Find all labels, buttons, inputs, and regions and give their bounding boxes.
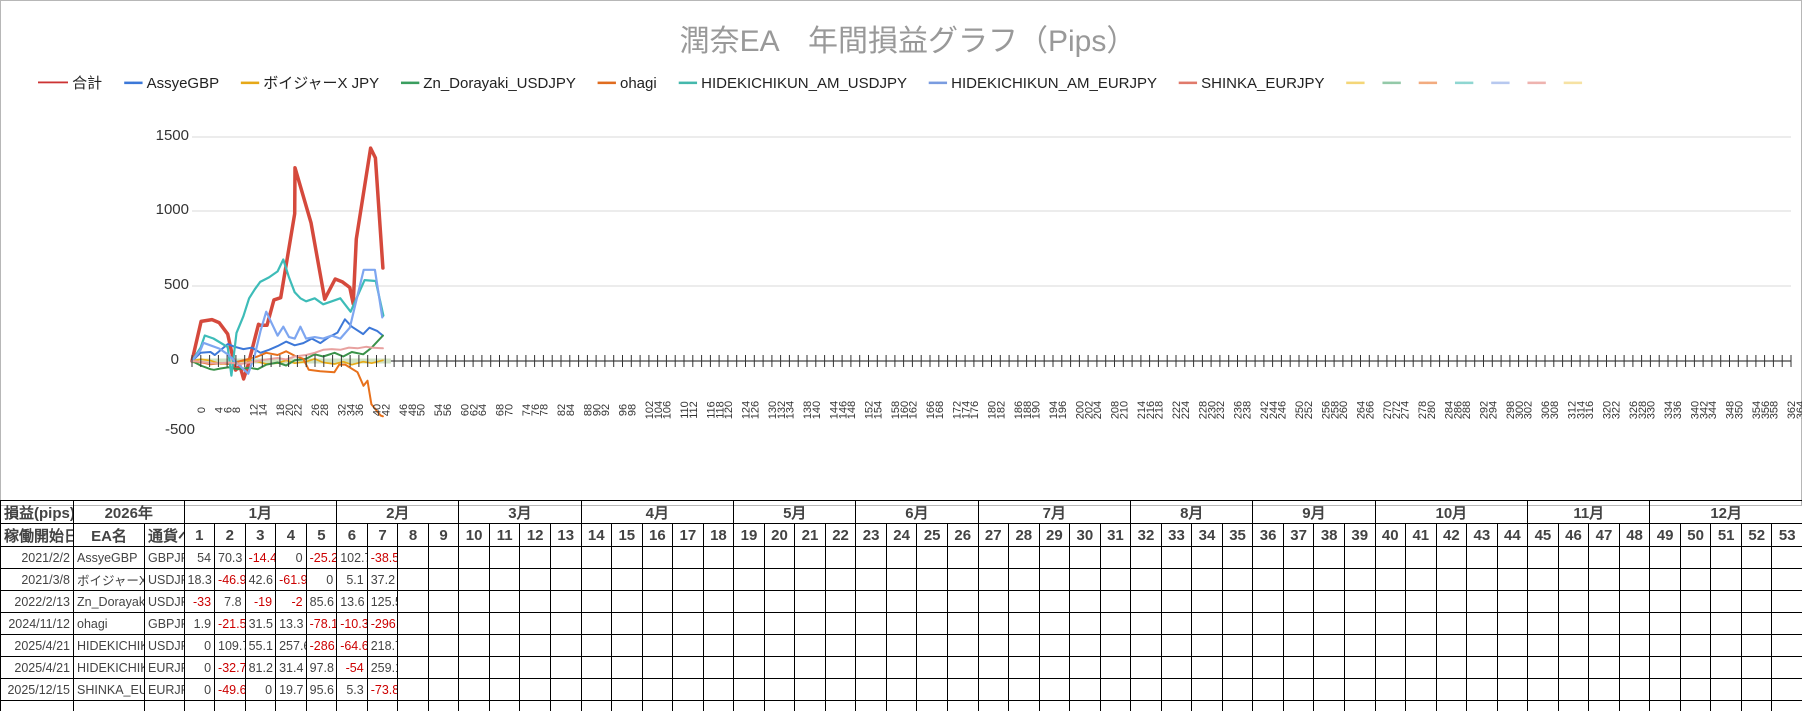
svg-text:14: 14 [258,404,270,416]
svg-text:260: 260 [1338,401,1350,419]
svg-text:280: 280 [1426,401,1438,419]
svg-text:134: 134 [785,401,797,419]
svg-text:308: 308 [1549,401,1561,419]
svg-text:0: 0 [196,407,208,413]
svg-text:162: 162 [908,401,920,419]
svg-text:140: 140 [811,401,823,419]
svg-text:56: 56 [442,404,454,416]
svg-text:294: 294 [1488,401,1500,419]
svg-text:28: 28 [319,404,331,416]
svg-text:120: 120 [723,401,735,419]
svg-text:316: 316 [1584,401,1596,419]
svg-text:288: 288 [1461,401,1473,419]
svg-text:232: 232 [1215,401,1227,419]
svg-text:112: 112 [688,401,700,419]
svg-text:210: 210 [1119,401,1131,419]
svg-text:70: 70 [504,404,516,416]
svg-text:126: 126 [750,401,762,419]
svg-text:92: 92 [600,404,612,416]
svg-text:64: 64 [477,404,489,416]
svg-text:182: 182 [996,401,1008,419]
svg-text:190: 190 [1031,401,1043,419]
svg-text:266: 266 [1365,401,1377,419]
svg-text:350: 350 [1734,401,1746,419]
svg-text:358: 358 [1769,401,1781,419]
svg-text:218: 218 [1154,401,1166,419]
svg-text:106: 106 [662,401,674,419]
svg-text:302: 302 [1523,401,1535,419]
svg-text:246: 246 [1277,401,1289,419]
svg-text:204: 204 [1092,401,1104,419]
svg-text:84: 84 [565,404,577,416]
svg-text:344: 344 [1707,401,1719,419]
svg-text:252: 252 [1303,401,1315,419]
svg-text:168: 168 [934,401,946,419]
svg-text:148: 148 [846,401,858,419]
svg-text:336: 336 [1672,401,1684,419]
svg-text:176: 176 [969,401,981,419]
svg-text:36: 36 [354,404,366,416]
svg-text:238: 238 [1242,401,1254,419]
svg-text:154: 154 [873,401,885,419]
svg-text:22: 22 [293,404,305,416]
svg-text:50: 50 [416,404,428,416]
svg-text:330: 330 [1646,401,1658,419]
svg-text:224: 224 [1180,401,1192,419]
svg-text:274: 274 [1400,401,1412,419]
svg-text:78: 78 [539,404,551,416]
svg-text:98: 98 [627,404,639,416]
svg-text:322: 322 [1611,401,1623,419]
svg-text:42: 42 [381,404,393,416]
svg-text:364: 364 [1795,401,1802,419]
svg-text:196: 196 [1057,401,1069,419]
svg-text:8: 8 [231,407,243,413]
